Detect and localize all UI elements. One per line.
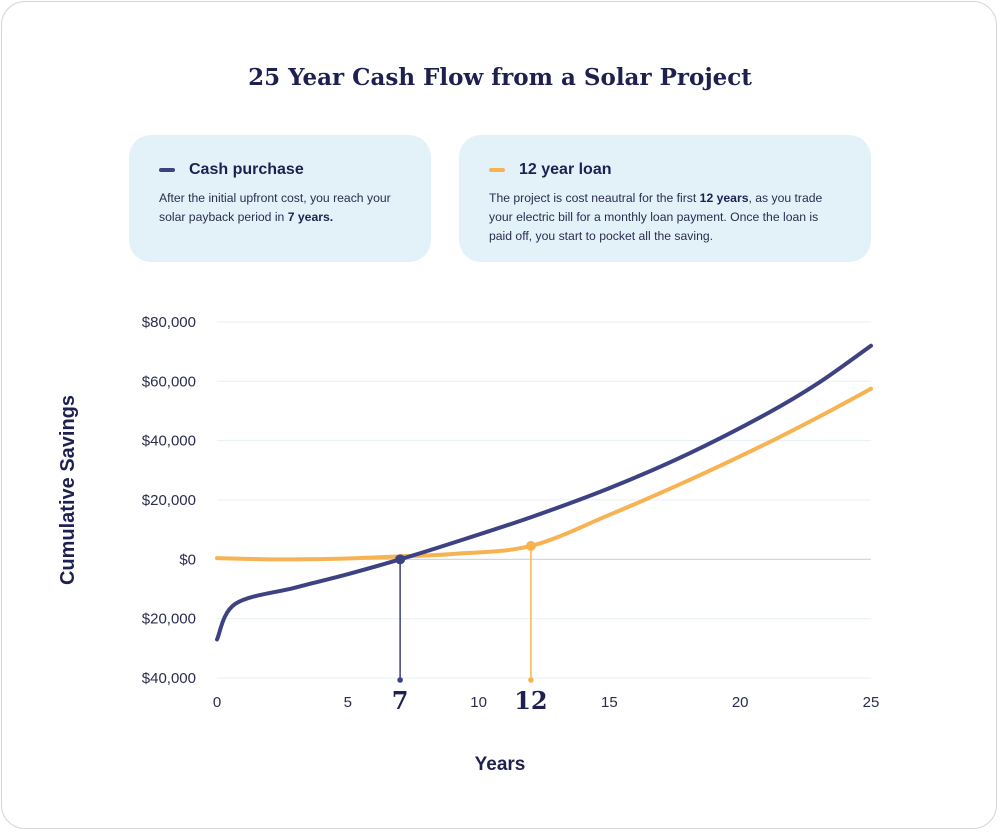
cash-legend-swatch [159,168,175,172]
x-tick-label-4: 12 [514,686,547,715]
loan-legend-swatch [489,168,505,172]
marker-dropline-end-1 [528,677,534,683]
x-tick-label-1: 5 [344,694,352,711]
y-tick-label-5: $20,000 [142,611,196,628]
loan-legend-description: The project is cost neautral for the fir… [489,191,823,243]
legend-box-loan: 12 year loan The project is cost neautra… [459,135,871,262]
x-tick-label-7: 25 [863,694,880,711]
x-tick-label-6: 20 [732,694,749,711]
series-line-12-year-loan [215,386,873,562]
y-tick-label-0: $80,000 [142,314,196,331]
legend-box-cash: Cash purchase After the initial upfront … [129,135,431,262]
x-tick-label-0: 0 [213,694,221,711]
marker-dropline-end-0 [397,677,403,683]
y-axis-title: Cumulative Savings [57,395,79,585]
y-tick-label-3: $20,000 [142,492,196,509]
x-axis-title: Years [475,754,526,775]
y-tick-label-2: $40,000 [142,433,196,450]
y-tick-label-1: $60,000 [142,373,196,390]
x-tick-label-3: 10 [470,694,487,711]
x-tick-label-2: 7 [392,686,409,715]
cash-legend-description: After the initial upfront cost, you reac… [159,191,391,224]
marker-point-0 [395,554,406,565]
cash-legend-label: Cash purchase [189,161,304,178]
chart-title: 25 Year Cash Flow from a Solar Project [248,64,752,91]
series-line-cash-purchase [215,343,873,642]
marker-point-1 [525,540,536,551]
y-tick-label-6: $40,000 [142,670,196,687]
x-tick-label-5: 15 [601,694,618,711]
loan-legend-label: 12 year loan [519,161,612,178]
y-tick-label-4: $0 [179,551,196,568]
